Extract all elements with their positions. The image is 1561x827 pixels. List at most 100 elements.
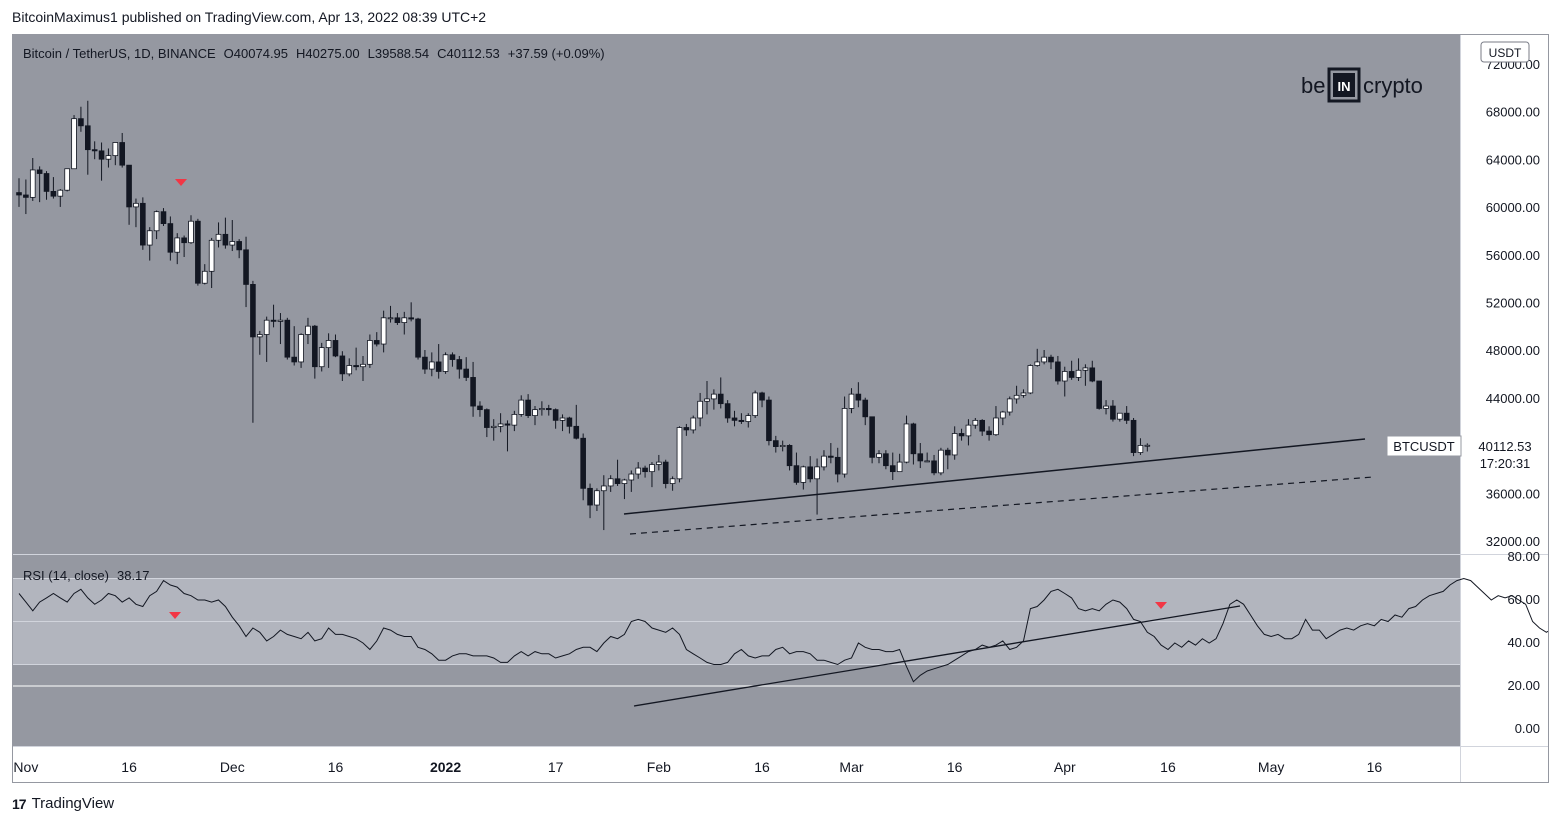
candle: [408, 302, 414, 322]
candle-body: [869, 416, 875, 458]
candle-body: [1027, 365, 1034, 394]
price-tick: 64000.00: [1486, 152, 1540, 167]
price-tick: 60000.00: [1486, 200, 1540, 215]
candle-body: [408, 317, 414, 320]
candle: [16, 178, 22, 207]
currency-label: USDT: [1489, 46, 1522, 60]
candle-body: [752, 392, 758, 416]
bearish-signal-icon: [169, 612, 181, 619]
candle-body: [484, 409, 490, 428]
candle-body: [910, 423, 917, 455]
candle: [318, 342, 325, 372]
candle-body: [140, 202, 146, 246]
candle: [738, 413, 745, 424]
candle-body: [876, 453, 882, 458]
candle-body: [477, 405, 483, 411]
candle: [422, 350, 428, 374]
time-tick: May: [1258, 759, 1284, 775]
watermark-mid: IN: [1338, 79, 1351, 94]
candle: [841, 396, 848, 478]
support-trendline-dashed: [629, 476, 1374, 535]
candle: [346, 358, 353, 377]
candle-body: [965, 424, 972, 437]
candle: [160, 208, 167, 226]
time-axis-panel[interactable]: [13, 747, 1548, 782]
candle: [800, 465, 807, 490]
candle-body: [36, 169, 43, 174]
time-tick: Feb: [647, 759, 671, 775]
candle-body: [401, 317, 408, 323]
candle-body: [642, 467, 648, 473]
currency-badge[interactable]: USDT: [1480, 41, 1530, 63]
candle: [1061, 366, 1068, 397]
candle: [518, 395, 525, 417]
candle: [298, 333, 304, 368]
candle: [126, 164, 132, 225]
candle: [64, 168, 70, 192]
candle-body: [1144, 444, 1151, 447]
candle: [924, 452, 930, 463]
candle-body: [1103, 405, 1109, 409]
svg-text:RSI (14, close)38.17: RSI (14, close) 38.17: [23, 568, 150, 583]
candle: [580, 433, 586, 501]
rsi-label: RSI (14, close): [23, 568, 109, 583]
price-pane[interactable]: [13, 35, 1460, 554]
candle: [704, 381, 710, 415]
candle: [373, 332, 380, 347]
candle: [442, 352, 449, 374]
candle: [1082, 364, 1089, 386]
candle-body: [91, 149, 98, 152]
bearish-signal-icon: [175, 179, 187, 186]
candle-body: [1061, 371, 1068, 382]
candle: [958, 428, 965, 441]
candle-body: [683, 427, 690, 431]
candle: [649, 462, 655, 488]
candle-body: [559, 417, 566, 421]
candle-body: [85, 125, 91, 151]
candle: [277, 313, 284, 345]
time-axis-ticks: Nov 16 Dec 16 2022 17 Feb 16 Mar 16 Apr 16 May 16: [13, 759, 1382, 775]
candle-body: [951, 433, 958, 456]
candle-body: [958, 433, 965, 437]
price-axis-panel[interactable]: [1461, 35, 1548, 746]
candle: [167, 216, 174, 261]
candle: [91, 141, 98, 160]
candle: [1027, 364, 1034, 395]
candle: [497, 413, 504, 433]
candle-body: [1013, 394, 1020, 400]
candle-body: [284, 319, 291, 358]
candle: [979, 419, 985, 436]
candle: [1089, 360, 1096, 383]
candle-body: [896, 461, 903, 473]
candle: [717, 377, 724, 409]
candle: [1000, 410, 1006, 426]
candle: [889, 452, 896, 480]
candle: [456, 355, 463, 379]
candle-body: [1117, 412, 1123, 420]
legend-c-label: C: [437, 46, 446, 61]
time-tick: 2022: [430, 759, 461, 775]
candle-body: [766, 399, 772, 442]
candle: [869, 416, 875, 464]
candle-body: [387, 317, 394, 320]
candle: [181, 235, 187, 257]
candle: [215, 222, 222, 248]
candle: [23, 179, 29, 215]
candle-body: [57, 189, 64, 197]
candle-body: [71, 118, 77, 170]
candle-body: [573, 425, 580, 439]
bar-countdown: 17:20:31: [1480, 456, 1531, 471]
candle-body: [1089, 367, 1096, 382]
candle-body: [367, 340, 373, 365]
time-tick: Apr: [1054, 759, 1076, 775]
last-price: 40112.53: [1478, 439, 1531, 454]
candle-body: [814, 466, 820, 480]
candle-body: [29, 169, 36, 198]
candle-body: [821, 455, 827, 468]
candle: [1041, 350, 1047, 365]
candle: [862, 397, 869, 426]
candle: [367, 334, 373, 368]
last-price-badge: 40112.53 17:20:31: [1465, 436, 1545, 474]
chart-svg[interactable]: Bitcoin / TetherUS, 1D, BINANCE O40074.95…: [13, 35, 1561, 782]
candle: [779, 440, 786, 452]
